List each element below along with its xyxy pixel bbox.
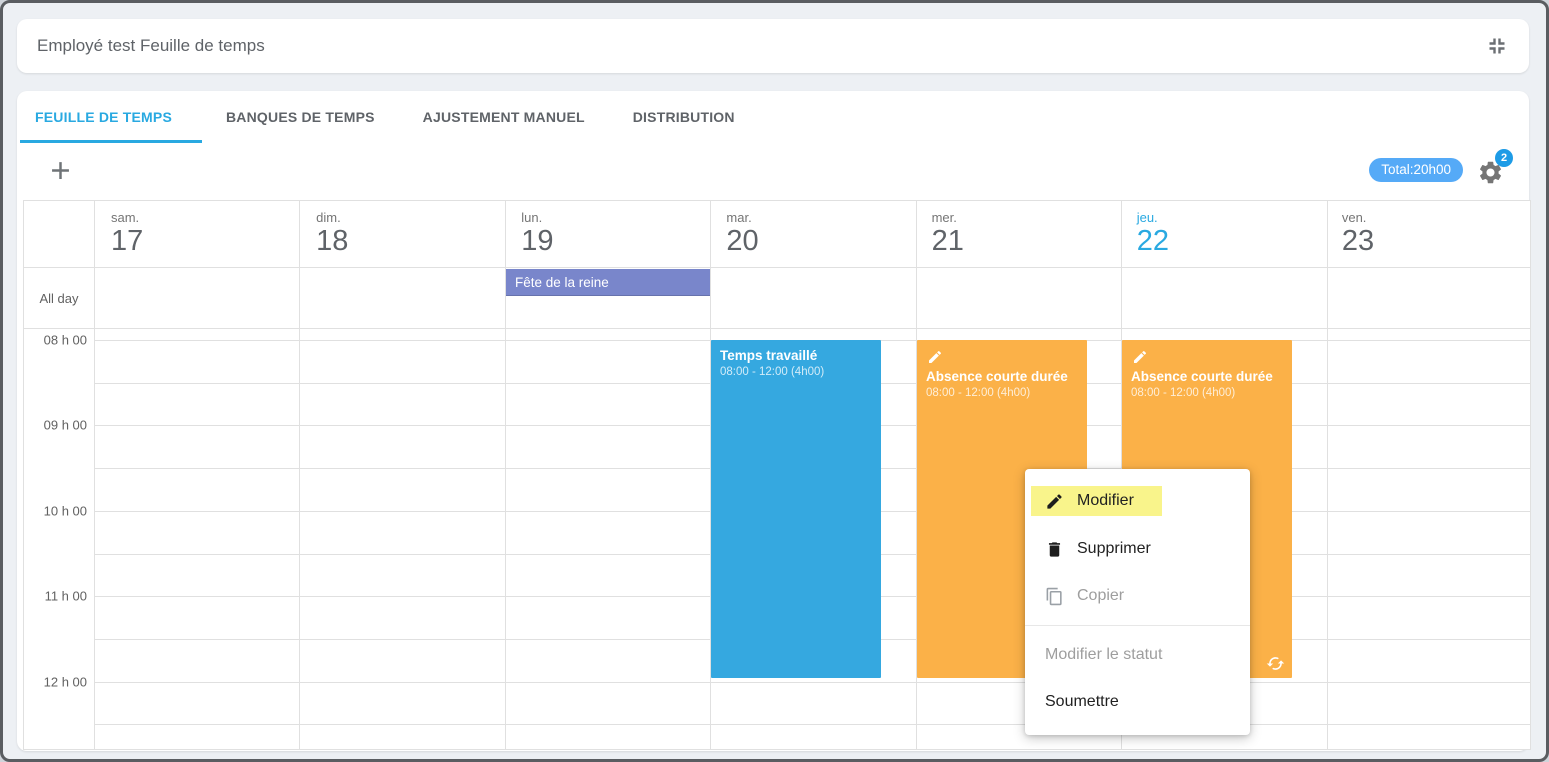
hour-label-12: 12 h 00 [43, 674, 87, 690]
copy-icon [1045, 587, 1064, 606]
calendar: sam. 17 dim. 18 lun. 19 mar. 20 mer. 2 [23, 200, 1531, 750]
menu-item-supprimer[interactable]: Supprimer [1025, 534, 1250, 564]
column-line [504, 201, 506, 749]
day-header-jeu-22[interactable]: jeu. 22 [1136, 210, 1169, 257]
pencil-icon [1132, 349, 1148, 365]
hour-label-08: 08 h 00 [43, 332, 87, 348]
day-header-ven-23[interactable]: ven. 23 [1341, 210, 1375, 257]
trash-icon [1045, 540, 1064, 559]
hour-label-11: 11 h 00 [44, 588, 87, 604]
menu-item-soumettre[interactable]: Soumettre [1045, 693, 1119, 710]
gridline [94, 681, 1530, 683]
allday-row: All day Fête de la reine [24, 268, 1530, 329]
context-menu: Modifier Supprimer Copier Modifier le st… [1025, 469, 1250, 735]
time-gutter-header [24, 201, 94, 267]
sync-icon [1266, 654, 1285, 673]
tab-bar: FEUILLE DE TEMPS BANQUES DE TEMPS AJUSTE… [17, 91, 759, 143]
menu-item-copier[interactable]: Copier [1025, 581, 1250, 611]
pencil-icon [1045, 492, 1064, 511]
hour-label-09: 09 h 00 [43, 417, 87, 433]
column-line [710, 201, 712, 749]
menu-item-modifier[interactable]: Modifier [1031, 486, 1162, 516]
event-temps-travaille[interactable]: Temps travaillé 08:00 - 12:00 (4h00) [711, 340, 881, 678]
settings-badge: 2 [1495, 149, 1513, 167]
column-line [299, 201, 301, 749]
day-header-mar-20[interactable]: mar. 20 [726, 210, 759, 257]
timesheet-panel: FEUILLE DE TEMPS BANQUES DE TEMPS AJUSTE… [17, 91, 1531, 751]
pencil-icon [927, 349, 943, 365]
calendar-toolbar: Total:20h00 2 [17, 143, 1529, 200]
page-title: Employé test Feuille de temps [37, 36, 265, 55]
total-badge: Total:20h00 [1369, 158, 1463, 182]
titlebar-card: Employé test Feuille de temps [17, 19, 1529, 73]
column-line [94, 201, 95, 749]
settings-button[interactable]: 2 [1477, 149, 1513, 187]
day-header-sam-17[interactable]: sam. 17 [111, 210, 144, 257]
compress-icon[interactable] [1485, 34, 1509, 58]
tab-ajustement-manuel[interactable]: AJUSTEMENT MANUEL [422, 109, 585, 125]
time-grid: 08 h 00 09 h 00 10 h 00 11 h 00 12 h 00 … [24, 329, 1530, 749]
day-header-mer-21[interactable]: mer. 21 [931, 210, 964, 257]
hour-label-10: 10 h 00 [43, 503, 87, 519]
menu-item-modifier-le-statut[interactable]: Modifier le statut [1045, 646, 1163, 663]
allday-label: All day [39, 290, 79, 306]
day-header-lun-19[interactable]: lun. 19 [521, 210, 554, 257]
menu-divider [1025, 625, 1250, 626]
day-header-dim-18[interactable]: dim. 18 [316, 210, 349, 257]
tab-banques-de-temps[interactable]: BANQUES DE TEMPS [226, 109, 375, 125]
plus-icon [47, 162, 74, 187]
calendar-header: sam. 17 dim. 18 lun. 19 mar. 20 mer. 2 [24, 201, 1530, 268]
column-line [915, 201, 917, 749]
tab-distribution[interactable]: DISTRIBUTION [632, 109, 735, 125]
tab-feuille-de-temps[interactable]: FEUILLE DE TEMPS [17, 91, 202, 143]
column-line [1326, 201, 1328, 749]
gridline [94, 724, 1530, 726]
event-fete-de-la-reine[interactable]: Fête de la reine [506, 269, 710, 296]
add-entry-button[interactable] [44, 155, 76, 187]
